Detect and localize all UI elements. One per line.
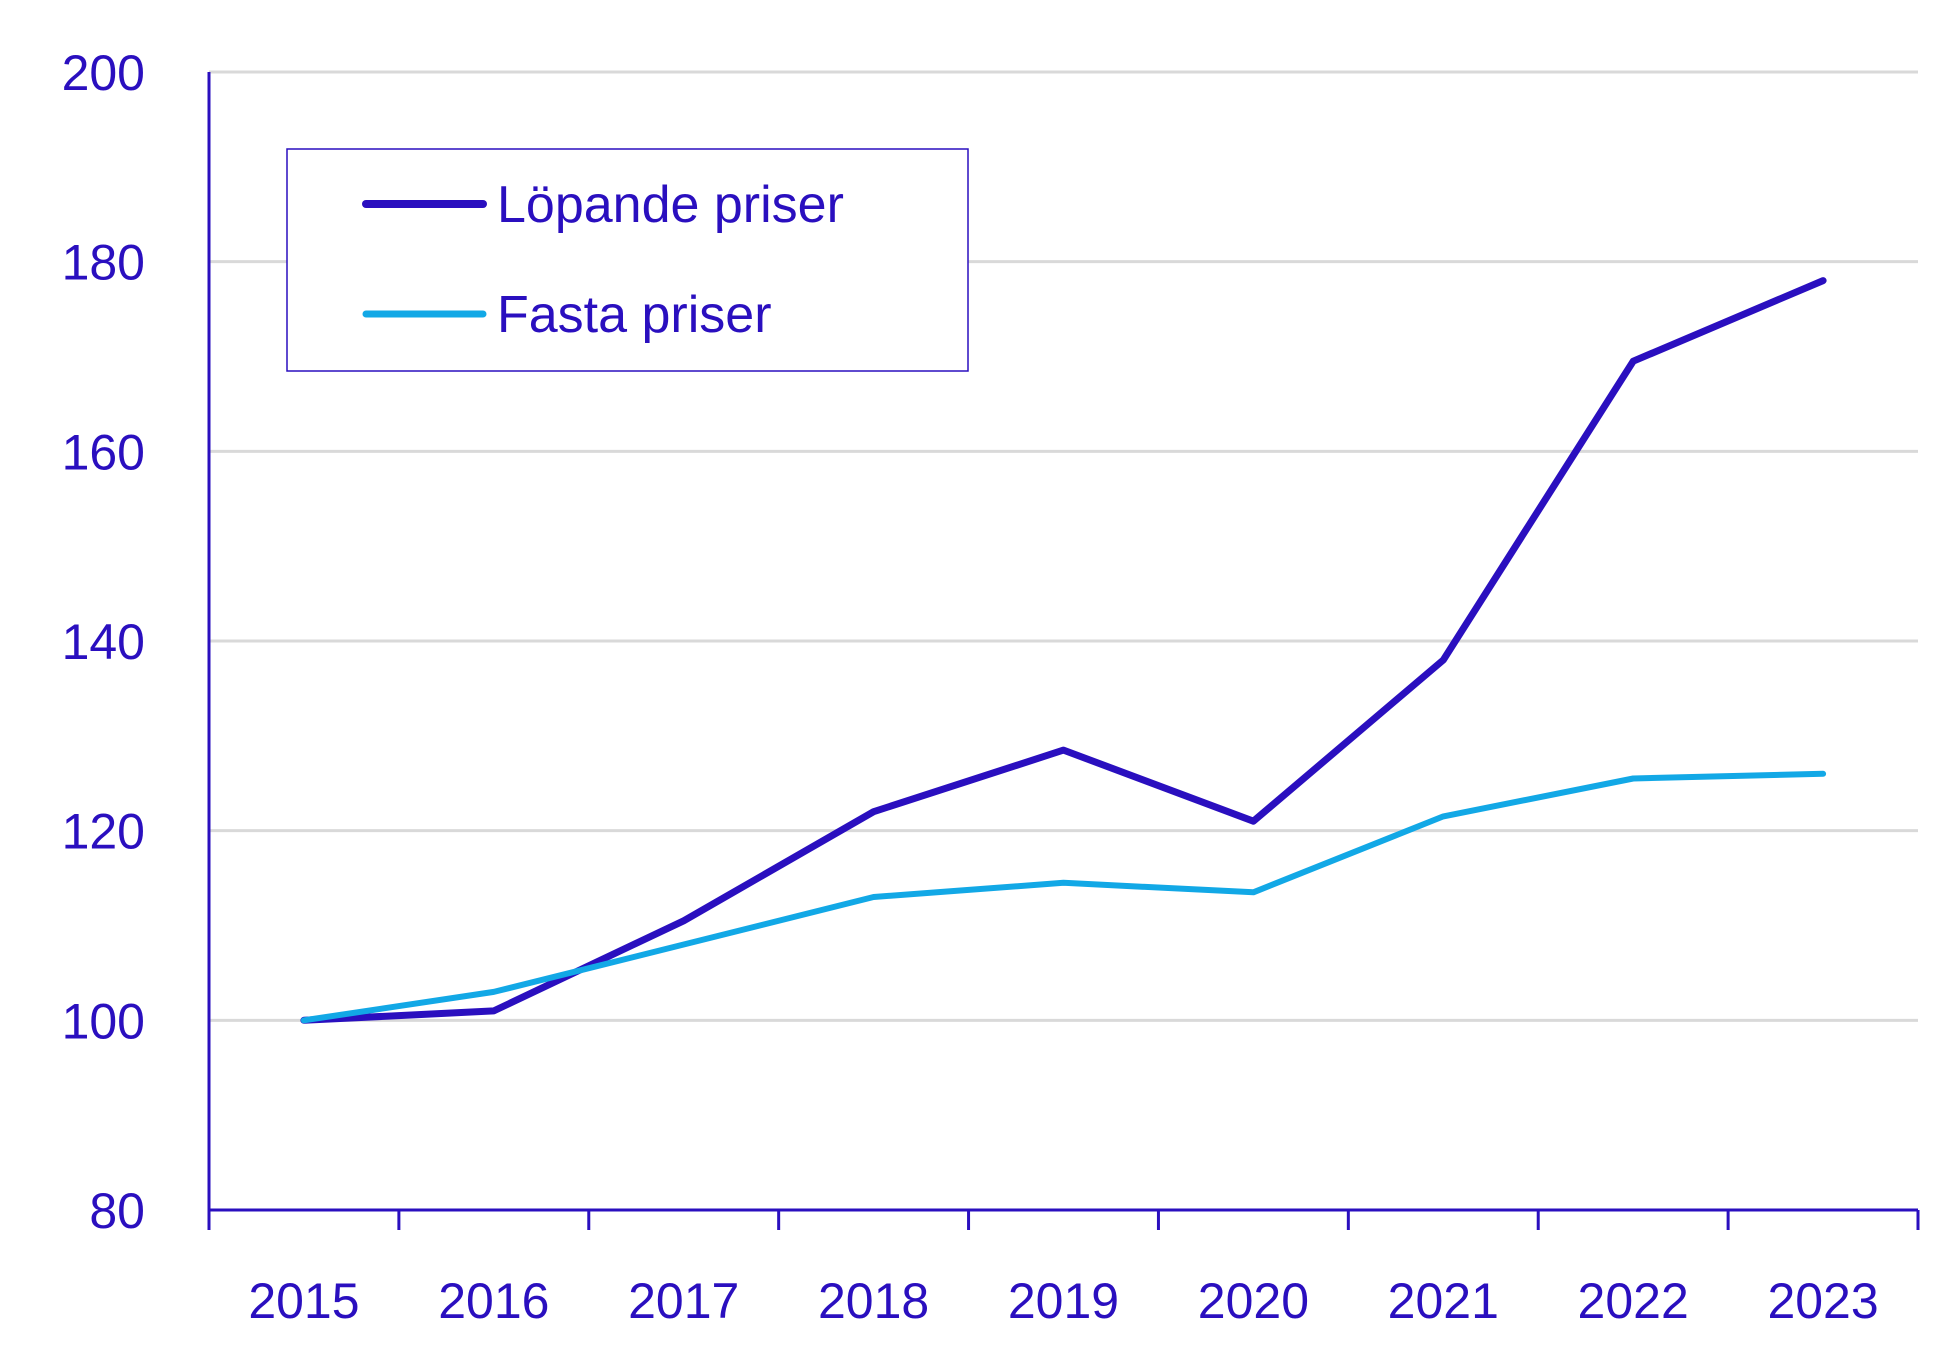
series-line-fasta-priser — [300, 770, 1827, 1024]
x-tick-label: 2017 — [628, 1273, 739, 1329]
y-tick-label: 140 — [62, 614, 145, 670]
y-tick-label: 100 — [62, 993, 145, 1049]
x-tick-label: 2018 — [818, 1273, 929, 1329]
y-tick-label: 80 — [89, 1183, 145, 1239]
axes — [207, 72, 1920, 1230]
x-tick-label: 2020 — [1198, 1273, 1309, 1329]
x-tick-label: 2019 — [1008, 1273, 1119, 1329]
y-tick-label: 160 — [62, 424, 145, 480]
x-tick-label: 2015 — [248, 1273, 359, 1329]
y-tick-label: 180 — [62, 235, 145, 291]
y-tick-label: 200 — [62, 45, 145, 101]
series-line-lopande-priser — [300, 277, 1827, 1024]
legend-label-fasta-priser: Fasta priser — [497, 286, 772, 344]
legend-box — [286, 148, 969, 372]
x-tick-labels: 2015 2016 2017 2018 2019 2020 2021 2022 2023 — [248, 1273, 1878, 1329]
x-tick-label: 2023 — [1767, 1273, 1878, 1329]
series-lines — [300, 277, 1827, 1024]
legend-label-lopande-priser: Löpande priser — [497, 176, 844, 234]
x-tick-label: 2022 — [1578, 1273, 1689, 1329]
x-tick-label: 2021 — [1388, 1273, 1499, 1329]
y-tick-label: 120 — [62, 804, 145, 860]
x-tick-label: 2016 — [438, 1273, 549, 1329]
legend: Löpande priser Fasta priser — [286, 148, 969, 372]
y-tick-labels: 80 100 120 140 160 180 200 — [62, 45, 145, 1239]
